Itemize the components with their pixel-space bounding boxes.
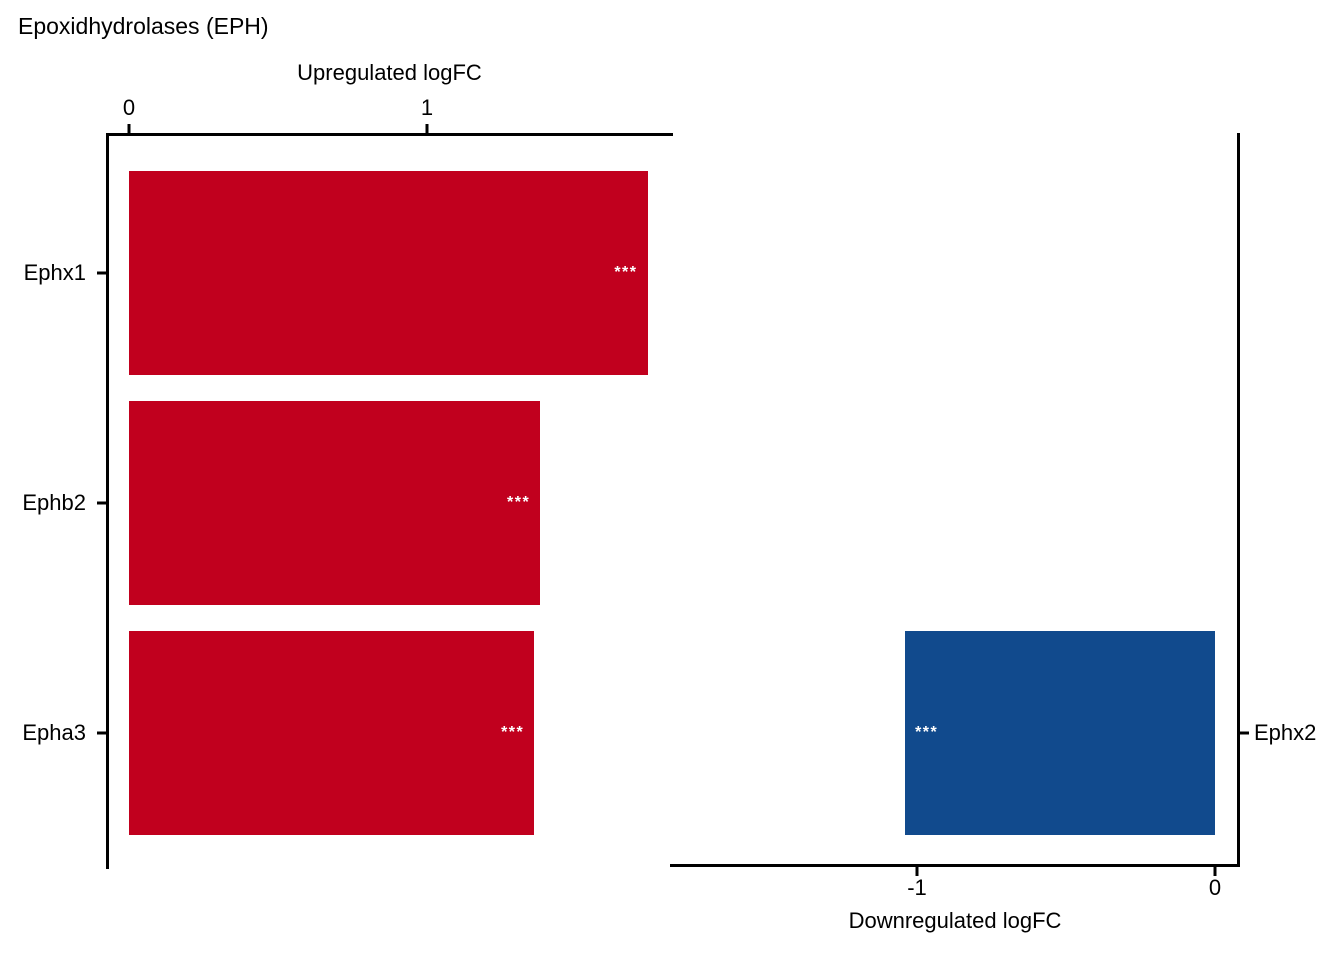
x-axis-line: [670, 864, 1240, 867]
x-axis-tick: [1213, 867, 1217, 876]
x-axis-title: Upregulated logFC: [297, 60, 482, 85]
x-axis-title: Downregulated logFC: [848, 908, 1062, 933]
significance-label: ***: [501, 724, 525, 741]
category-tick: [97, 271, 106, 275]
x-axis-tick-label: 1: [420, 95, 434, 120]
category-tick: [97, 501, 106, 505]
category-tick: [1240, 731, 1249, 735]
category-tick: [97, 731, 106, 735]
category-label-ephb2: Ephb2: [22, 490, 86, 515]
significance-label: ***: [915, 724, 939, 741]
x-axis-tick: [127, 124, 131, 133]
x-axis-tick: [915, 867, 919, 876]
y-axis-line: [106, 133, 109, 869]
category-label-ephx1: Ephx1: [23, 260, 86, 285]
category-label-ephx2: Ephx2: [1254, 720, 1317, 745]
significance-label: ***: [614, 264, 638, 281]
x-axis-tick: [425, 124, 429, 133]
x-axis-line: [106, 133, 673, 136]
significance-label: ***: [507, 494, 531, 511]
downregulated-panel: Downregulated logFC -1 0 *** Ephx2: [670, 133, 1316, 933]
bar-ephx2: [905, 631, 1215, 835]
x-axis-tick-label: 0: [1208, 875, 1222, 900]
bar-ephb2: [129, 401, 541, 605]
x-axis-tick-label: 0: [122, 95, 136, 120]
upregulated-panel: Upregulated logFC 0 1 *** Ephx1 *** Ephb2 *** E…: [22, 60, 673, 869]
bar-ephx1: [129, 171, 648, 375]
bar-epha3: [129, 631, 535, 835]
x-axis-tick-label: -1: [907, 875, 927, 900]
category-label-epha3: Epha3: [22, 720, 86, 745]
y-axis-line: [1237, 133, 1240, 867]
figure-title: Epoxidhydrolases (EPH): [18, 13, 269, 39]
